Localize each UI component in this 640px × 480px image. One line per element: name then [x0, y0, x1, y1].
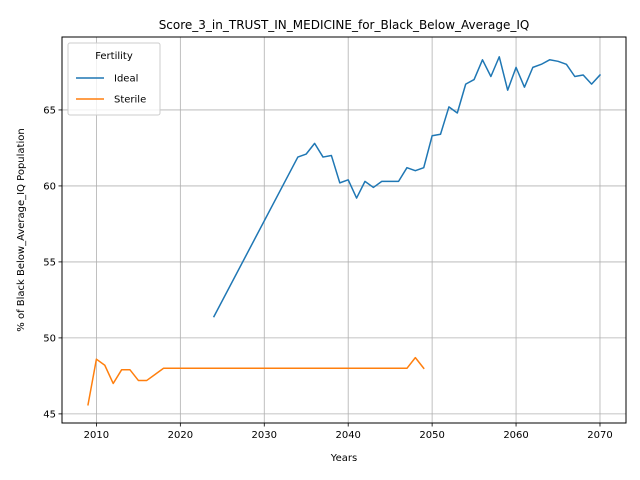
x-tick-label: 2020	[168, 430, 193, 441]
y-tick-label: 55	[43, 257, 56, 268]
series-line-ideal	[212, 56, 602, 318]
grid	[62, 37, 626, 423]
legend-entries: Ideal Sterile	[76, 74, 146, 106]
x-tick-label: 2050	[419, 430, 444, 441]
series-layer	[87, 56, 602, 406]
ticks: 2010 2020 2030 2040 2050 2060 2070 45 50 55 60 65	[43, 105, 612, 441]
legend: Fertility Ideal Sterile	[67, 42, 161, 116]
x-tick-label: 2070	[587, 430, 612, 441]
legend-label-ideal: Ideal	[114, 74, 138, 85]
chart-title: Score_3_in_TRUST_IN_MEDICINE_for_Black_B…	[159, 18, 530, 32]
y-tick-label: 65	[43, 105, 56, 116]
legend-label-sterile: Sterile	[114, 95, 146, 106]
y-axis-label: % of Black Below_Average_IQ Population	[16, 128, 27, 331]
y-tick-label: 60	[43, 181, 56, 192]
x-tick-label: 2060	[503, 430, 528, 441]
series-line-sterile	[87, 356, 425, 406]
x-tick-label: 2040	[335, 430, 360, 441]
axes-frame	[61, 36, 627, 424]
x-tick-label: 2010	[84, 430, 109, 441]
legend-title: Fertility	[95, 51, 133, 62]
y-tick-label: 50	[43, 333, 56, 344]
legend-box	[67, 42, 161, 116]
x-axis-label: Years	[330, 453, 357, 464]
x-tick-label: 2030	[252, 430, 277, 441]
y-tick-label: 45	[43, 409, 56, 420]
